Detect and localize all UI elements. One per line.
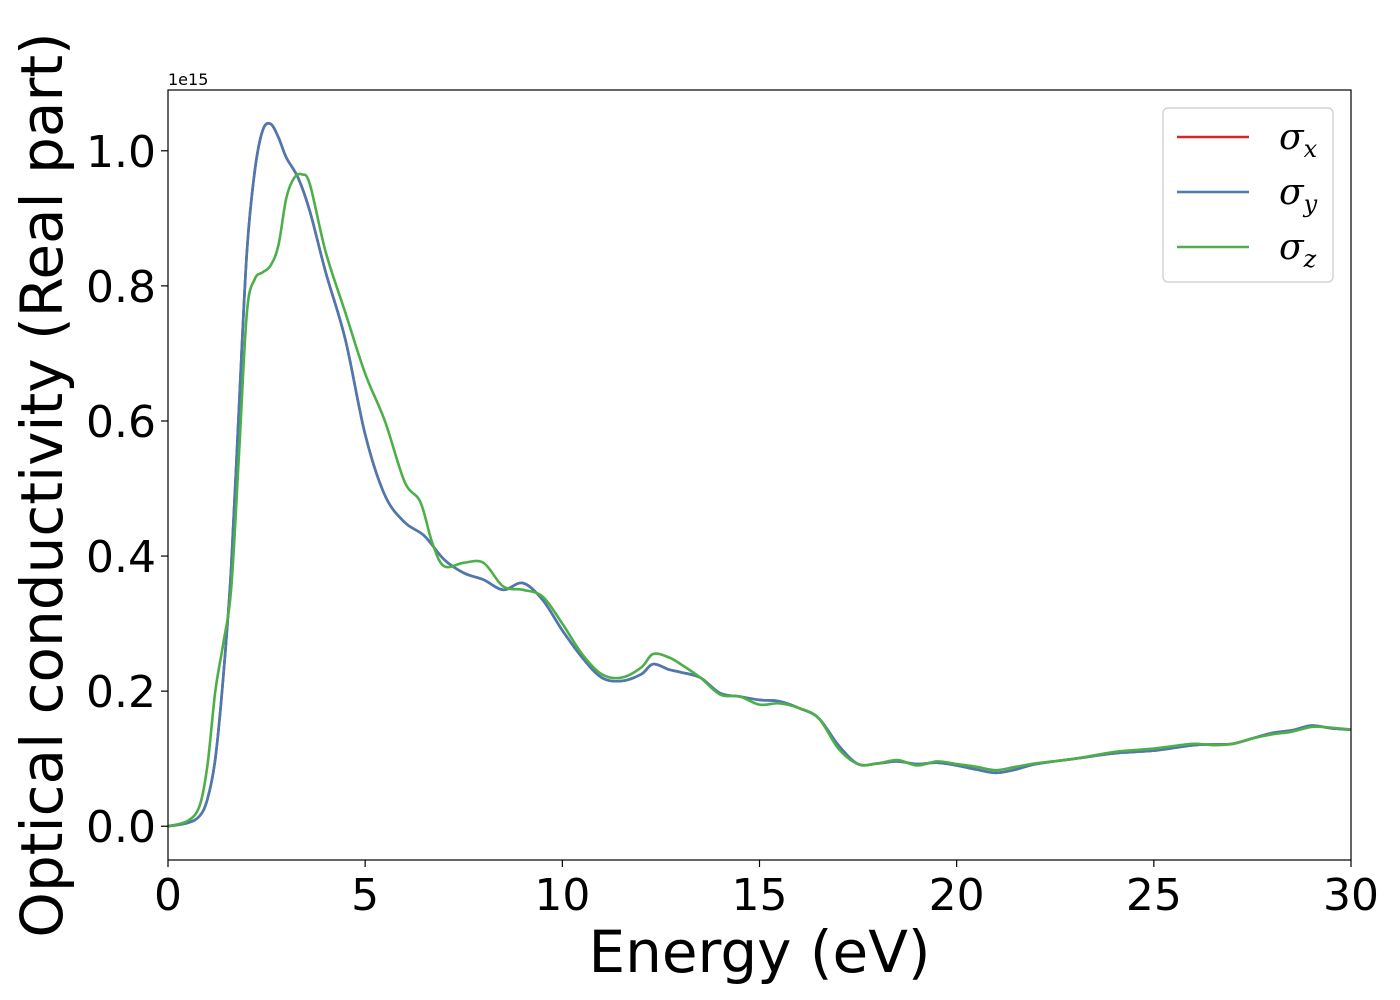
x-tick-label: 20 [929,870,985,921]
legend-label-z: σz [1279,227,1317,273]
x-axis-ticks: 0 5 10 15 20 25 30 [154,860,1379,921]
y-tick-label: 0.8 [86,262,156,313]
legend-label-x: σx [1279,117,1318,163]
x-tick-label: 10 [534,870,590,921]
y-tick-label: 0.2 [86,667,156,718]
series-line-z [168,172,1351,828]
x-tick-label: 0 [154,870,182,921]
legend-box [1162,107,1334,283]
y-axis-title: Optical conductivity (Real part) [8,32,76,937]
x-tick-label: 15 [732,870,788,921]
x-tick-label: 25 [1126,870,1182,921]
y-tick-label: 0.4 [86,532,156,583]
y-offset-label: 1e15 [168,70,208,89]
y-tick-label: 1.0 [86,127,156,178]
y-axis-ticks: 0.0 0.2 0.4 0.6 0.8 1.0 [86,127,168,853]
x-tick-label: 30 [1323,870,1379,921]
legend-label-y: σy [1279,172,1318,218]
legend: σx σy σz [1162,107,1334,283]
y-tick-label: 0.0 [86,802,156,853]
x-axis-title: Energy (eV) [588,918,930,986]
x-tick-label: 5 [351,870,379,921]
y-tick-label: 0.6 [86,397,156,448]
series-layer [168,121,1351,828]
